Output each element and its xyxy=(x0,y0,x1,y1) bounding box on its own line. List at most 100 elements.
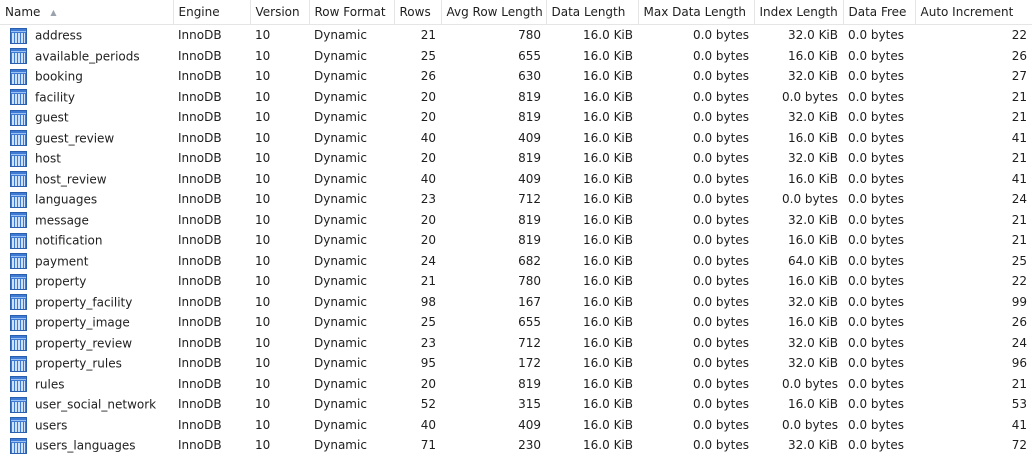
table-row[interactable]: property InnoDB 10 Dynamic 21 780 16.0 KiB 0.0 … xyxy=(0,271,1032,292)
max-data-length-cell: 0.0 bytes xyxy=(693,417,749,432)
rows-cell: 40 xyxy=(420,171,436,186)
data-length-cell: 16.0 KiB xyxy=(583,397,633,412)
table-row[interactable]: guest_review InnoDB 10 Dynamic 40 409 16.0 KiB… xyxy=(0,128,1032,149)
engine-cell: InnoDB xyxy=(178,69,222,84)
table-row[interactable]: address InnoDB 10 Dynamic 21 780 16.0 KiB 0.0 b… xyxy=(0,25,1032,46)
avg-row-length-cell: 409 xyxy=(518,171,541,186)
data-length-cell: 16.0 KiB xyxy=(583,28,633,43)
name-cell[interactable]: property xyxy=(0,271,173,292)
name-cell[interactable]: message xyxy=(0,210,173,231)
avg-row-length-cell: 780 xyxy=(518,274,541,289)
table-row[interactable]: users InnoDB 10 Dynamic 40 409 16.0 KiB 0.0 byt… xyxy=(0,415,1032,436)
data-length-cell: 16.0 KiB xyxy=(583,253,633,268)
table-row[interactable]: facility InnoDB 10 Dynamic 20 819 16.0 KiB 0.0 … xyxy=(0,87,1032,108)
engine-cell: InnoDB xyxy=(178,212,222,227)
table-row[interactable]: property_image InnoDB 10 Dynamic 25 655 16.0 K… xyxy=(0,312,1032,333)
table-icon xyxy=(10,109,27,126)
table-row[interactable]: guest InnoDB 10 Dynamic 20 819 16.0 KiB 0.0 byt… xyxy=(0,107,1032,128)
column-header-data-free[interactable]: Data Free xyxy=(843,0,916,25)
table-row[interactable]: available_periods InnoDB 10 Dynamic 25 655 16.… xyxy=(0,46,1032,67)
column-header-version[interactable]: Version xyxy=(250,0,310,25)
row-format-cell: Dynamic xyxy=(314,294,367,309)
name-cell[interactable]: address xyxy=(0,25,173,46)
table-icon xyxy=(10,273,27,290)
version-cell: 10 xyxy=(255,376,271,391)
rows-cell: 20 xyxy=(420,212,436,227)
name-cell[interactable]: rules xyxy=(0,374,173,395)
index-length-cell: 0.0 bytes xyxy=(782,376,838,391)
table-icon xyxy=(10,232,27,249)
table-name: facility xyxy=(35,90,75,104)
version-cell: 10 xyxy=(255,69,271,84)
name-cell[interactable]: users_languages xyxy=(0,435,173,456)
name-cell[interactable]: languages xyxy=(0,189,173,210)
engine-cell: InnoDB xyxy=(178,417,222,432)
data-length-cell: 16.0 KiB xyxy=(583,89,633,104)
name-cell[interactable]: booking xyxy=(0,66,173,87)
name-cell[interactable]: guest_review xyxy=(0,128,173,149)
table-row[interactable]: notification InnoDB 10 Dynamic 20 819 16.0 KiB… xyxy=(0,230,1032,251)
table-row[interactable]: booking InnoDB 10 Dynamic 26 630 16.0 KiB 0.0 b… xyxy=(0,66,1032,87)
table-row[interactable]: payment InnoDB 10 Dynamic 24 682 16.0 KiB 0.0 b… xyxy=(0,251,1032,272)
name-cell[interactable]: facility xyxy=(0,87,173,108)
name-cell[interactable]: host_review xyxy=(0,169,173,190)
max-data-length-cell: 0.0 bytes xyxy=(693,171,749,186)
name-cell[interactable]: guest xyxy=(0,107,173,128)
column-header-avg-row-length[interactable]: Avg Row Length xyxy=(441,0,547,25)
table-row[interactable]: rules InnoDB 10 Dynamic 20 819 16.0 KiB 0.0 byt… xyxy=(0,374,1032,395)
table-name: users_languages xyxy=(35,438,136,453)
table-row[interactable]: property_review InnoDB 10 Dynamic 23 712 16.0 … xyxy=(0,333,1032,354)
index-length-cell: 16.0 KiB xyxy=(788,130,838,145)
avg-row-length-cell: 172 xyxy=(518,356,541,371)
table-row[interactable]: property_facility InnoDB 10 Dynamic 98 167 16.… xyxy=(0,292,1032,313)
name-cell[interactable]: payment xyxy=(0,251,173,272)
name-cell[interactable]: property_image xyxy=(0,312,173,333)
row-format-cell: Dynamic xyxy=(314,151,367,166)
data-length-cell: 16.0 KiB xyxy=(583,417,633,432)
table-name: notification xyxy=(35,233,103,248)
auto-increment-cell: 22 xyxy=(1011,274,1027,289)
rows-cell: 95 xyxy=(420,356,436,371)
data-free-cell: 0.0 bytes xyxy=(848,356,904,371)
version-cell: 10 xyxy=(255,294,271,309)
name-cell[interactable]: available_periods xyxy=(0,46,173,67)
table-row[interactable]: message InnoDB 10 Dynamic 20 819 16.0 KiB 0.0 b… xyxy=(0,210,1032,231)
column-header-name[interactable]: Name ▲ xyxy=(0,0,174,25)
rows-cell: 20 xyxy=(420,151,436,166)
name-cell[interactable]: property_rules xyxy=(0,353,173,374)
column-header-index-length[interactable]: Index Length xyxy=(754,0,844,25)
table-name: message xyxy=(35,213,89,227)
name-cell[interactable]: user_social_network xyxy=(0,394,173,415)
version-cell: 10 xyxy=(255,315,271,330)
auto-increment-cell: 24 xyxy=(1011,192,1027,207)
row-format-cell: Dynamic xyxy=(314,69,367,84)
version-cell: 10 xyxy=(255,356,271,371)
row-format-cell: Dynamic xyxy=(314,171,367,186)
table-icon xyxy=(10,253,27,269)
table-row[interactable]: languages InnoDB 10 Dynamic 23 712 16.0 KiB 0.0… xyxy=(0,189,1032,210)
avg-row-length-cell: 819 xyxy=(518,212,541,227)
table-row[interactable]: users_languages InnoDB 10 Dynamic 71 230 16.0 … xyxy=(0,435,1032,456)
column-header-engine[interactable]: Engine xyxy=(173,0,251,25)
column-header-max-data-length[interactable]: Max Data Length xyxy=(638,0,755,25)
name-cell[interactable]: property_review xyxy=(0,333,173,354)
column-header-data-length[interactable]: Data Length xyxy=(546,0,639,25)
avg-row-length-cell: 780 xyxy=(518,28,541,43)
column-header-rows[interactable]: Rows xyxy=(394,0,442,25)
name-cell[interactable]: host xyxy=(0,148,173,169)
name-cell[interactable]: users xyxy=(0,415,173,436)
column-header-row-format[interactable]: Row Format xyxy=(309,0,395,25)
name-cell[interactable]: property_facility xyxy=(0,292,173,313)
rows-cell: 21 xyxy=(420,28,436,43)
name-cell[interactable]: notification xyxy=(0,230,173,251)
table-row[interactable]: host InnoDB 10 Dynamic 20 819 16.0 KiB 0.0 byte… xyxy=(0,148,1032,169)
data-length-cell: 16.0 KiB xyxy=(583,294,633,309)
table-row[interactable]: user_social_network InnoDB 10 Dynamic 52 315 1… xyxy=(0,394,1032,415)
table-icon xyxy=(10,191,27,208)
table-row[interactable]: host_review InnoDB 10 Dynamic 40 409 16.0 KiB 0… xyxy=(0,169,1032,190)
rows-cell: 20 xyxy=(420,233,436,248)
table-row[interactable]: property_rules InnoDB 10 Dynamic 95 172 16.0 K… xyxy=(0,353,1032,374)
table-icon xyxy=(10,396,27,413)
version-cell: 10 xyxy=(255,233,271,248)
column-header-auto-increment[interactable]: Auto Increment xyxy=(915,0,1032,25)
